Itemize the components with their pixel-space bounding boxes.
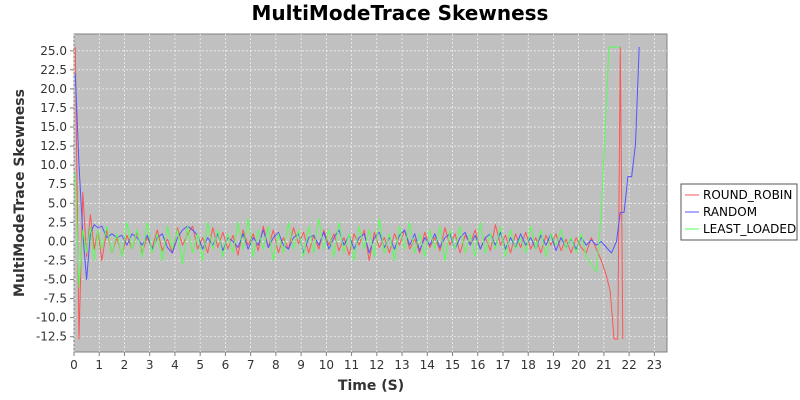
y-tick-label: 15.0	[40, 120, 67, 134]
x-tick-label: 8	[272, 358, 280, 372]
x-tick-label: 17	[495, 358, 510, 372]
y-tick-label: 25.0	[40, 44, 67, 58]
y-tick-label: 5.0	[48, 196, 67, 210]
y-tick-label: 10.0	[40, 158, 67, 172]
x-tick-label: 23	[647, 358, 662, 372]
x-tick-label: 19	[546, 358, 561, 372]
x-tick-label: 6	[222, 358, 230, 372]
x-tick-label: 12	[369, 358, 384, 372]
y-tick-label: 12.5	[40, 139, 67, 153]
y-tick-label: 0.0	[48, 234, 67, 248]
y-tick-label: -7.5	[44, 292, 67, 306]
x-tick-label: 10	[319, 358, 334, 372]
plot-area	[73, 33, 668, 353]
y-tick-label: 7.5	[48, 177, 67, 191]
chart-title: MultiModeTrace Skewness	[252, 1, 549, 25]
x-tick-label: 18	[521, 358, 536, 372]
y-axis-label: MultiModeTrace Skewness	[12, 89, 28, 297]
x-tick-label: 5	[196, 358, 204, 372]
x-tick-label: 14	[420, 358, 435, 372]
legend-item: LEAST_LOADED	[703, 222, 796, 236]
y-tick-label: -10.0	[36, 311, 67, 325]
x-tick-label: 20	[571, 358, 586, 372]
x-axis-label: Time (S)	[338, 378, 404, 394]
x-tick-label: 22	[622, 358, 637, 372]
x-tick-label: 0	[70, 358, 78, 372]
y-tick-label: -5.0	[44, 273, 67, 287]
legend: ROUND_ROBIN RANDOM LEAST_LOADED	[680, 183, 798, 241]
x-tick-label: 15	[445, 358, 460, 372]
x-tick-label: 4	[171, 358, 179, 372]
x-tick-label: 11	[344, 358, 359, 372]
x-tick-label: 16	[470, 358, 485, 372]
legend-item: ROUND_ROBIN	[703, 188, 792, 202]
x-tick-label: 2	[121, 358, 129, 372]
gridlines	[73, 34, 667, 352]
y-tick-label: -12.5	[36, 330, 67, 344]
x-tick-label: 3	[146, 358, 154, 372]
x-tick-label: 21	[596, 358, 611, 372]
x-tick-label: 1	[95, 358, 103, 372]
y-tick-label: 17.5	[40, 101, 67, 115]
y-tick-label: 22.5	[40, 63, 67, 77]
x-tick-label: 7	[247, 358, 255, 372]
series-lines	[74, 46, 640, 340]
y-tick-label: -2.5	[44, 253, 67, 267]
y-tick-label: 2.5	[48, 215, 67, 229]
y-axis: -12.5 -10.0 -7.5 -5.0 -2.5 0.0 2.5 5.0 7.5 10.0 12…	[36, 44, 74, 344]
legend-item: RANDOM	[703, 205, 757, 219]
series-line-least-loaded	[74, 46, 621, 288]
x-tick-label: 9	[297, 358, 305, 372]
x-tick-label: 13	[394, 358, 409, 372]
x-axis: 0 1 2 3 4 5 6 7 8 9 10 11 12 13 14 15 16 17 18 19 20 21 22 23	[70, 352, 662, 372]
y-tick-label: 20.0	[40, 82, 67, 96]
